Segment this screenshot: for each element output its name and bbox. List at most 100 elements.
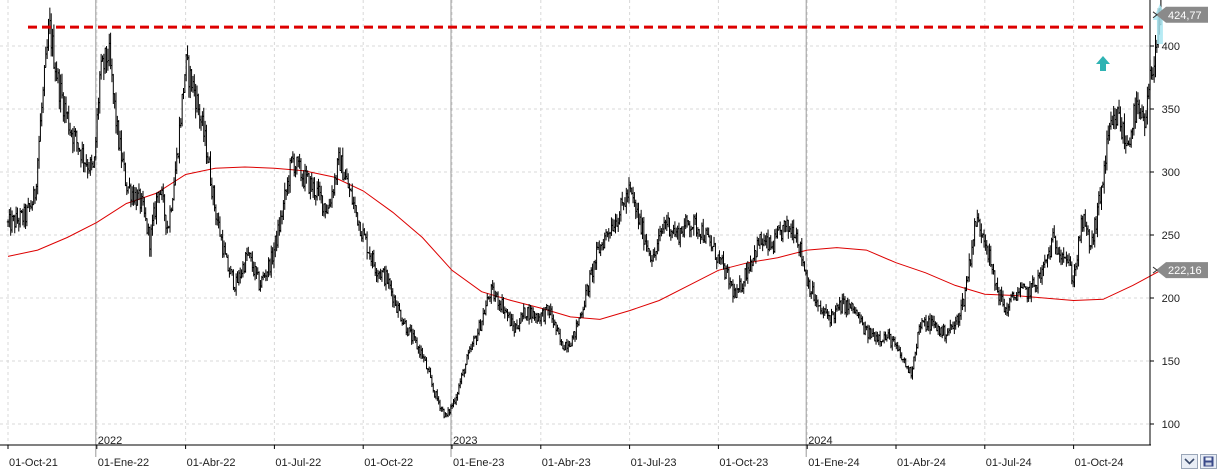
ohlc-bar xyxy=(672,224,675,235)
x-tick-label: 01-Ene-24 xyxy=(808,457,859,469)
ohlc-bar xyxy=(753,245,756,261)
ohlc-bar xyxy=(351,183,354,205)
ohlc-bar xyxy=(434,391,438,400)
y-tick-label: 250 xyxy=(1162,230,1180,242)
ohlc-bar xyxy=(789,223,793,238)
ohlc-bar xyxy=(918,324,921,335)
moving-average xyxy=(7,166,1162,320)
ohlc-bar xyxy=(598,240,601,254)
ohlc-bar xyxy=(996,277,999,293)
ohlc-bar xyxy=(727,266,731,290)
ohlc-bar xyxy=(251,251,254,272)
ohlc-bar xyxy=(811,280,814,295)
ohlc-bar xyxy=(1113,107,1117,130)
ohlc-bar xyxy=(31,201,34,211)
ohlc-bar xyxy=(959,299,963,320)
ohlc-bar xyxy=(1016,287,1019,301)
ohlc-bar xyxy=(1012,291,1015,301)
ohlc-bar xyxy=(283,182,286,210)
ohlc-bar xyxy=(845,300,848,318)
ohlc-bar xyxy=(738,275,741,293)
ohlc-bar xyxy=(696,227,700,240)
scroll-down-button[interactable] xyxy=(1181,454,1198,469)
ohlc-bar xyxy=(726,264,729,273)
ohlc-bar xyxy=(1120,117,1123,140)
ohlc-bar xyxy=(1111,115,1114,126)
ohlc-bar xyxy=(595,241,598,270)
ohlc-bar xyxy=(194,83,197,119)
chevron-down-icon xyxy=(1184,458,1195,465)
ohlc-bar xyxy=(452,399,455,408)
ohlc-bar xyxy=(418,344,421,358)
ohlc-bar xyxy=(698,228,701,237)
ohlc-bar xyxy=(612,219,616,233)
ohlc-bar xyxy=(405,320,408,336)
ohlc-bar xyxy=(680,226,683,234)
ohlc-bar xyxy=(98,71,101,114)
ohlc-bar xyxy=(1054,235,1057,255)
ohlc-bar xyxy=(982,229,986,248)
ohlc-bar xyxy=(826,309,829,319)
ohlc-bar xyxy=(518,318,521,332)
ohlc-bar xyxy=(681,225,685,238)
ohlc-bar xyxy=(301,173,304,187)
ohlc-bar xyxy=(560,339,563,346)
ohlc-bar xyxy=(1127,140,1130,146)
ohlc-bar xyxy=(992,263,995,275)
ohlc-bar xyxy=(746,261,749,284)
ohlc-bar xyxy=(1035,284,1038,293)
ohlc-bar xyxy=(392,294,396,308)
ohlc-bar xyxy=(584,284,587,308)
ohlc-bar xyxy=(387,273,390,289)
ohlc-bar xyxy=(13,214,16,234)
ohlc-bar xyxy=(437,396,440,405)
ohlc-bar xyxy=(62,92,65,122)
ohlc-bar xyxy=(511,313,515,332)
ohlc-bar xyxy=(1108,122,1111,141)
ohlc-bar xyxy=(1017,287,1021,295)
ohlc-bar xyxy=(64,96,68,123)
x-tick-label: 01-Jul-22 xyxy=(275,457,321,469)
x-tick-label: 01-Oct-24 xyxy=(1075,457,1124,469)
ohlc-bar xyxy=(1003,298,1006,313)
ohlc-bar xyxy=(626,189,629,203)
ohlc-bar xyxy=(10,210,14,233)
ohlc-bar xyxy=(411,328,415,344)
ohlc-bar xyxy=(1065,251,1068,267)
ohlc-bar xyxy=(136,189,139,206)
ohlc-bar xyxy=(615,214,619,227)
ohlc-bar xyxy=(510,313,513,327)
ohlc-bar xyxy=(334,175,338,185)
ohlc-bar xyxy=(110,58,114,83)
ohlc-bar xyxy=(950,324,953,330)
ohlc-bar xyxy=(1082,213,1086,232)
save-button[interactable] xyxy=(1200,454,1217,469)
ohlc-bar xyxy=(499,300,502,313)
ohlc-bar xyxy=(706,227,709,235)
ohlc-bar xyxy=(769,235,772,251)
ohlc-bar xyxy=(152,202,155,227)
ohlc-bar xyxy=(897,345,901,352)
ohlc-bar xyxy=(347,173,350,189)
ohlc-bar xyxy=(321,195,324,216)
ohlc-bar xyxy=(758,233,762,250)
ohlc-bar xyxy=(1077,236,1080,267)
ohlc-bar xyxy=(980,223,983,244)
ohlc-bar xyxy=(81,141,84,164)
ohlc-bar xyxy=(361,223,365,243)
year-label: 2023 xyxy=(453,435,477,447)
ohlc-bar xyxy=(576,320,579,328)
ohlc-bar xyxy=(692,214,695,236)
ohlc-bar xyxy=(270,245,273,278)
ohlc-bar xyxy=(1132,103,1136,136)
ohlc-bar xyxy=(677,222,681,246)
ohlc-bar xyxy=(197,93,200,116)
ohlc-bar xyxy=(807,277,810,289)
ohlc-bar xyxy=(957,313,960,328)
ohlc-bar xyxy=(783,220,786,233)
ohlc-bar xyxy=(68,122,72,136)
ohlc-bar xyxy=(993,270,997,291)
ohlc-bar xyxy=(776,225,779,239)
ohlc-bar xyxy=(961,293,964,311)
ohlc-bar xyxy=(521,312,524,322)
